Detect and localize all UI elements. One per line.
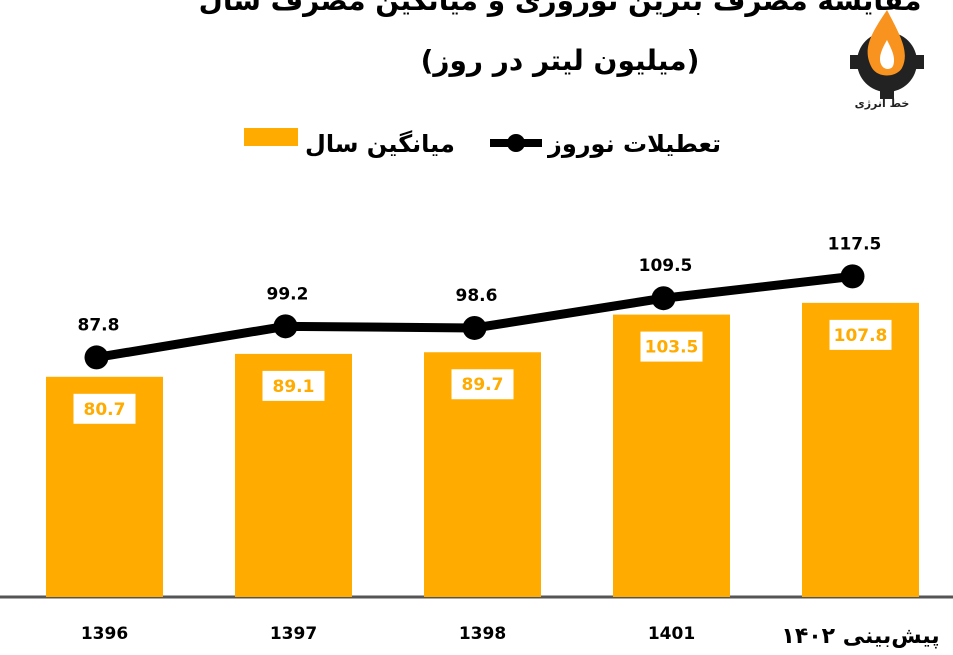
bar: [802, 302, 919, 597]
legend-swatch: [244, 128, 298, 146]
line-marker: [651, 286, 676, 311]
legend-label: تعطیلات نوروز: [547, 130, 721, 158]
value-label: 98.6: [456, 286, 498, 306]
value-label-box: [262, 370, 325, 401]
logo-text: خط انرژی: [855, 97, 910, 110]
value-label: 89.1: [273, 377, 315, 397]
x-tick-label: 1401: [648, 624, 695, 644]
legend-marker: [507, 134, 525, 152]
line-marker: [273, 314, 298, 339]
value-label: 117.5: [828, 234, 882, 254]
legend-label: میانگین سال: [305, 130, 455, 158]
chart-title: مقایسه مصرف بنزین نوروزی و میانگین مصرف …: [199, 0, 922, 17]
chart-subtitle: (میلیون لیتر در روز): [421, 44, 700, 77]
value-label-box: [73, 393, 136, 424]
x-tick-label: 1398: [459, 624, 506, 644]
value-label-box: [829, 319, 892, 350]
line-marker: [840, 264, 865, 289]
value-label: 89.7: [462, 375, 504, 395]
line-marker: [84, 345, 109, 370]
line-marker: [462, 315, 487, 340]
logo: خط انرژی: [850, 10, 924, 110]
bar: [613, 314, 730, 597]
value-label: 107.8: [834, 326, 888, 346]
value-label: 87.8: [78, 315, 120, 335]
x-tick-label: پیش‌بینی ۱۴۰۲: [781, 624, 939, 649]
logo-flame: [879, 40, 895, 69]
value-label: 80.7: [84, 400, 126, 420]
x-tick-label: 1396: [81, 624, 128, 644]
value-label: 109.5: [639, 256, 693, 276]
value-label-box: [640, 331, 703, 362]
value-label-box: [451, 369, 514, 400]
value-label: 99.2: [267, 284, 309, 304]
x-tick-label: 1397: [270, 624, 317, 644]
value-label: 103.5: [645, 338, 699, 358]
